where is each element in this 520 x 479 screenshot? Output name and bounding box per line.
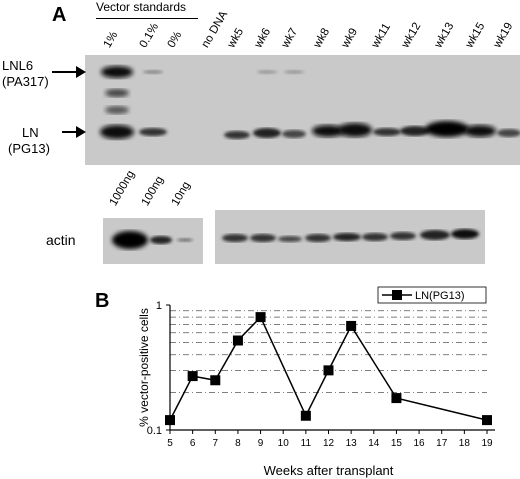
band-arrows	[52, 66, 86, 138]
band-1pct-mid1	[105, 89, 129, 97]
actin-blot-standards	[103, 218, 203, 264]
label-lnl6-line1: LNL6	[2, 58, 34, 73]
x-tick-label: 14	[368, 438, 380, 449]
actin-band-wk15	[451, 229, 479, 239]
actin-band-wk8	[305, 234, 331, 242]
actin-band-1000ng	[112, 231, 148, 249]
x-tick-label: 13	[346, 438, 358, 449]
actin-band-100ng	[150, 236, 172, 244]
band-wk11	[373, 128, 401, 136]
label-lnl6-line2: (PA317)	[2, 74, 49, 89]
actin-band-wk11	[362, 233, 388, 241]
data-point	[323, 365, 334, 376]
band-wk7	[282, 130, 306, 138]
band-wk12	[400, 126, 430, 136]
x-tick-label: 5	[167, 438, 173, 449]
x-tick-label: 9	[258, 438, 264, 449]
x-tick-label: 18	[459, 438, 471, 449]
band-wk7-upper	[284, 70, 304, 74]
x-tick-label: 17	[436, 438, 448, 449]
x-tick-label: 15	[391, 438, 403, 449]
band-1pct-mid2	[105, 106, 129, 114]
band-wk6-upper	[257, 70, 277, 74]
data-point	[232, 335, 243, 346]
label-ln-line1: LN	[22, 125, 39, 140]
y-tick-label: 0.1	[147, 425, 162, 437]
data-point	[346, 320, 357, 331]
band-wk15	[464, 125, 496, 137]
data-point	[210, 375, 221, 386]
actin-band-wk5	[222, 234, 248, 242]
data-point	[165, 415, 175, 426]
legend-box	[377, 286, 487, 304]
arrow-upper-icon	[76, 66, 86, 78]
band-wk19	[497, 129, 520, 137]
band-wk9	[338, 123, 372, 137]
x-tick-label: 16	[414, 438, 426, 449]
x-tick-label: 7	[213, 438, 219, 449]
label-ln-line2: (PG13)	[8, 141, 50, 156]
band-wk13	[425, 121, 469, 137]
standards-underline	[96, 18, 198, 19]
x-tick-label: 6	[190, 438, 196, 449]
band-1pct-lower	[100, 125, 134, 139]
label-ln: LN (PG13)	[8, 125, 50, 157]
x-tick-label: 12	[323, 438, 335, 449]
band-wk8	[312, 125, 344, 137]
data-point	[255, 312, 266, 323]
x-tick-label: 10	[278, 438, 290, 449]
main-blot	[85, 55, 520, 165]
panel-a-label: A	[52, 4, 67, 26]
actin-band-wk7	[278, 236, 302, 242]
data-point	[187, 371, 198, 382]
y-tick-label: 1	[156, 300, 162, 312]
x-tick-label: 8	[235, 438, 241, 449]
band-wk6	[253, 128, 281, 138]
band-01pct-upper	[143, 70, 163, 74]
standards-header: Vector standards	[96, 0, 187, 14]
data-point	[391, 393, 402, 404]
x-tick-label: 11	[301, 438, 312, 449]
data-point	[482, 415, 492, 426]
panel-b-label: B	[95, 290, 110, 312]
series-line	[169, 315, 488, 421]
y-axis-label: % vector-positive cells	[137, 308, 151, 427]
x-tick-label: 19	[481, 438, 493, 449]
actin-blot-samples	[215, 210, 485, 264]
band-wk5	[224, 131, 250, 139]
actin-band-wk13	[420, 230, 450, 240]
actin-band-wk12	[390, 232, 416, 240]
band-01pct-lower	[139, 128, 167, 136]
x-axis-label: Weeks after transplant	[264, 463, 394, 478]
actin-band-10ng	[177, 238, 193, 242]
data-point	[300, 410, 311, 421]
actin-band-wk6	[250, 234, 276, 242]
legend-marker	[392, 290, 402, 300]
arrow-lower-icon	[76, 126, 86, 138]
band-1pct-upper	[101, 66, 133, 78]
legend-label: LN(PG13)	[415, 290, 465, 302]
actin-label: actin	[46, 232, 76, 248]
main-blot-bands	[85, 55, 520, 165]
label-lnl6: LNL6 (PA317)	[2, 58, 49, 90]
actin-band-wk9	[333, 233, 361, 241]
